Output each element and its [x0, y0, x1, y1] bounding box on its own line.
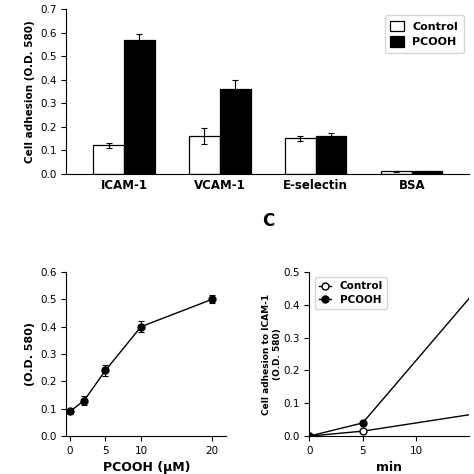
Control: [466, 412, 472, 418]
PCOOH: [466, 295, 472, 301]
X-axis label: PCOOH (μM): PCOOH (μM): [102, 461, 190, 474]
Text: C: C: [262, 212, 274, 230]
Y-axis label: (O.D. 580): (O.D. 580): [25, 322, 35, 386]
Bar: [220, 89, 251, 173]
Bar: [412, 171, 442, 173]
Line: PCOOH: PCOOH: [306, 295, 473, 439]
Line: Control: Control: [306, 411, 473, 439]
Control: [307, 433, 312, 439]
Legend: Control, PCOOH: Control, PCOOH: [315, 277, 387, 309]
Bar: [189, 136, 220, 173]
Bar: [381, 171, 412, 173]
Y-axis label: Cell adhesion (O.D. 580): Cell adhesion (O.D. 580): [25, 20, 35, 163]
PCOOH: [307, 433, 312, 439]
Bar: [285, 138, 316, 173]
PCOOH: [360, 420, 365, 426]
Legend: Control, PCOOH: Control, PCOOH: [384, 15, 464, 53]
Bar: [316, 136, 346, 173]
Bar: [93, 146, 124, 173]
Control: [360, 428, 365, 434]
X-axis label: min: min: [376, 461, 402, 474]
Y-axis label: Cell adhesion to ICAM-1
(O.D. 580): Cell adhesion to ICAM-1 (O.D. 580): [263, 293, 282, 415]
Bar: [124, 40, 155, 173]
